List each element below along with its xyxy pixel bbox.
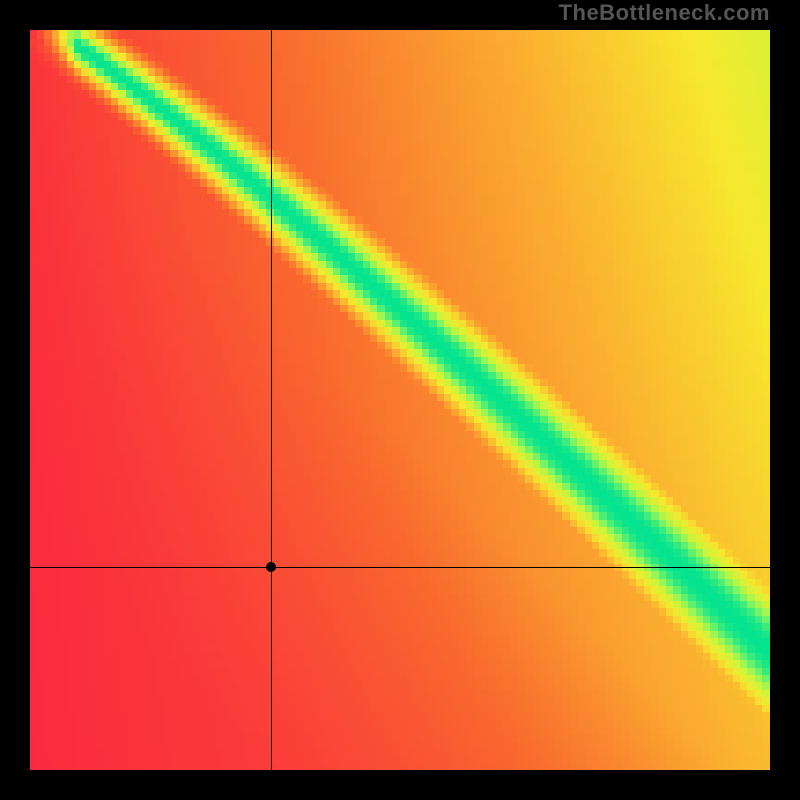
crosshair-vertical <box>271 30 272 770</box>
crosshair-marker <box>266 562 276 572</box>
crosshair-horizontal <box>30 567 770 568</box>
heatmap-canvas <box>30 30 770 770</box>
watermark-text: TheBottleneck.com <box>559 0 770 26</box>
plot-area <box>30 30 770 770</box>
